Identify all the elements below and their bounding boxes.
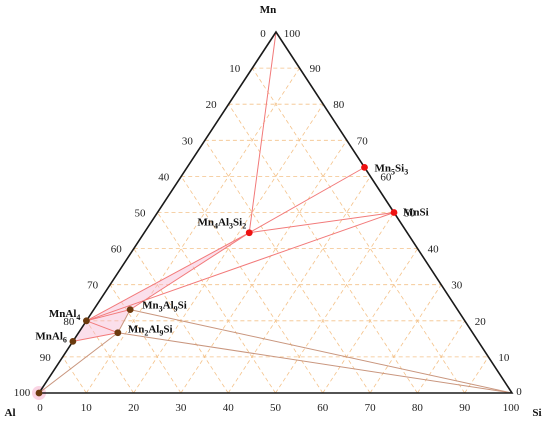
grid-line-al-90 [62,356,87,394]
grid-line-al-10 [251,67,466,394]
phase-point-mnsi [390,209,398,216]
tick-bottom-80: 80 [412,402,424,414]
tie-line-MnSi-Mn4Al3Si2 [249,212,395,234]
tick-top-left-0: 0 [260,28,266,40]
tick-bottom-30: 30 [175,402,187,414]
tie-line-MnAl4-Mn3Al9Si [86,309,131,322]
tick-left-60: 60 [111,244,123,256]
tie-line-Al-Mn2Al9Si [38,332,119,394]
grid-line-si-90 [464,356,489,394]
tick-left-100: 100 [14,387,31,399]
grid-line-si-30 [180,140,348,394]
tick-right-40: 40 [428,244,440,256]
tick-labels: 90 80 70 60 50 40 30 20 10 10 20 30 40 50 60 70 80 90 10 20… [40,63,510,414]
phase-label-mnal4: MnAl4 [49,308,81,322]
tick-bottom-40: 40 [223,402,235,414]
tick-left-20: 20 [206,99,218,111]
phase-points [35,163,398,397]
tick-right-70: 70 [357,135,369,147]
tie-line-Mn-Mn4Al3Si2 [248,31,277,233]
tick-left-40: 40 [158,171,170,183]
grid-line-al-50 [157,212,276,394]
grid-line-si-20 [133,103,324,394]
phase-region-0 [86,309,131,333]
phase-point-mn4al3si2 [245,229,253,237]
tie-line-MnAl6-Mn2Al9Si [72,332,118,342]
tick-top-right-100: 100 [284,28,301,40]
phase-point-mnal6 [69,337,77,345]
phase-label-mn2al9si: Mn2Al9Si [128,324,173,338]
tick-right-50: 50 [404,208,416,220]
tick-bottom-10: 10 [81,402,93,414]
grid-line-al-70 [109,284,182,394]
tie-line-Mn4Al3Si2-MnAl4 [86,232,250,322]
tie-line-MnAl4-Mn2Al9Si [86,320,119,334]
tick-left-10: 10 [229,63,241,75]
grid-lines [62,67,489,394]
phase-labels: Mn5Si3 MnSi Mn4Al3Si2 MnAl4 MnAl6 Mn3Al9Si Mn2… [35,162,428,344]
phase-point-al [35,389,43,397]
grid-line-si-70 [369,284,442,394]
grid-line-si-50 [275,212,395,394]
tick-left-90: 90 [40,352,52,364]
tick-bottom-70: 70 [365,402,377,414]
tie-line-MnSi-MnAl4 [86,212,395,322]
vertex-label-al: Al [5,407,16,419]
tick-bottom-0: 0 [37,402,43,414]
tick-left-80: 80 [63,316,75,328]
tick-right-90: 90 [310,63,322,75]
phase-label-mn3al9si: Mn3Al9Si [142,300,187,314]
tick-left-30: 30 [182,135,194,147]
phase-point-mn5si3 [361,163,368,171]
tick-bottom-100: 100 [503,402,520,414]
grid-line-al-30 [204,140,371,394]
phase-point-mnal4 [83,317,90,325]
phase-label-mn4al3si2: Mn4Al3Si2 [198,217,247,231]
phase-label-mnsi: MnSi [403,207,429,219]
tick-right-30: 30 [451,280,463,292]
vertex-label-si: Si [532,407,541,419]
grid-line-si-60 [322,248,418,394]
tie-line-Mn2Al9Si-Si [117,332,513,394]
tie-line-Mn4Al3Si2-Mn3Al9Si [129,232,250,311]
tick-bottom-90: 90 [459,402,471,414]
tick-bottom-20: 20 [128,402,140,414]
grid-line-si-80 [417,320,466,394]
phase-point-mn2al9si [114,329,122,337]
tick-right-20: 20 [475,316,487,328]
tie-lines [38,31,513,394]
tick-right-60: 60 [380,171,392,183]
tick-right-10: 10 [498,352,510,364]
phase-label-mnal6: MnAl6 [35,330,67,344]
tick-right-80: 80 [333,99,345,111]
phase-label-mn5si3: Mn5Si3 [375,162,409,176]
tie-line-Mn5Si3-Mn4Al3Si2 [248,166,365,234]
vertex-label-mn: Mn [260,4,277,16]
tick-right-0: 0 [516,386,522,398]
tick-bottom-50: 50 [270,402,282,414]
tick-left-50: 50 [135,208,147,220]
phase-point-mn3al9si [126,306,134,314]
tick-left-70: 70 [87,280,99,292]
tie-line-Mn3Al9Si-Mn2Al9Si [117,309,131,333]
phase-region-1 [72,320,118,342]
grid-line-al-80 [86,320,134,394]
tick-bottom-60: 60 [317,402,329,414]
tie-line-Mn3Al9Si-Si [130,309,513,394]
